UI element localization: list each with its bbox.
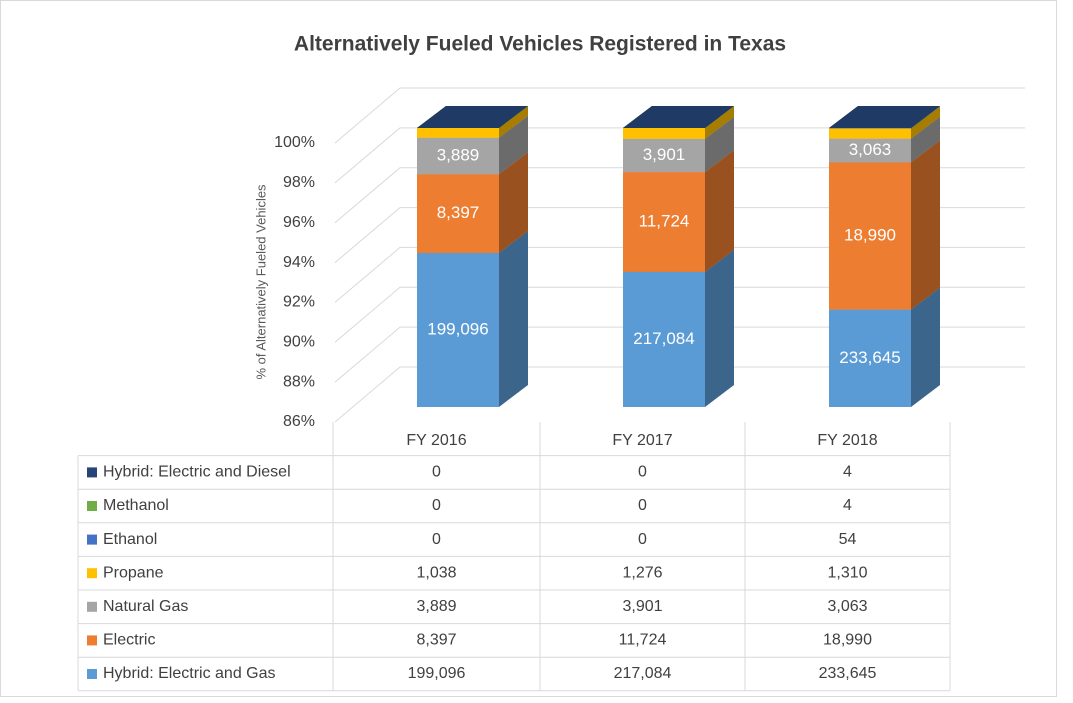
y-tick-label: 100% [274,134,315,151]
grid-line [334,207,1025,263]
grid-line [334,127,1025,184]
bar-top [623,106,734,128]
bar-side [911,106,940,129]
table-cell: 0 [432,497,441,514]
data-label: 199,096 [427,319,488,338]
x-tick-label: FY 2018 [817,432,877,449]
table-cell: 3,063 [827,598,867,615]
table-cell: 3,901 [622,598,662,615]
bar-segment [623,172,705,272]
y-tick-label: 96% [283,214,315,231]
bar-segment [623,128,705,139]
table-cell: 11,724 [619,632,667,649]
y-tick-label: 94% [283,254,315,271]
bar-side [911,287,940,407]
data-label: 217,084 [633,329,694,348]
bar-side [911,140,940,310]
bar-side [499,115,528,175]
table-cell: 199,096 [408,665,466,682]
bar-segment [829,309,911,407]
legend-label: Propane [103,564,164,581]
bar-segment [417,137,499,175]
bar-segment [623,271,705,407]
bar-side [911,116,940,163]
table-cell: 4 [843,497,852,514]
bar-side [705,106,734,139]
legend-label: Ethanol [103,531,157,548]
data-label: 11,724 [639,212,690,231]
grid-line [334,366,1025,423]
bar-side [705,116,734,173]
bar-segment [829,128,911,139]
table-cell: 233,645 [819,665,877,682]
table-cell: 217,084 [614,665,672,682]
grid-line [334,87,1025,144]
y-tick-label: 86% [283,413,315,430]
table-cell: 54 [839,531,857,548]
legend-label: Hybrid: Electric and Gas [103,665,276,682]
bar-side [911,106,940,129]
x-tick-label: FY 2016 [406,432,466,449]
legend-swatch [87,669,97,679]
bar-side [705,249,734,407]
bar-side [705,150,734,272]
legend-label: Hybrid: Electric and Diesel [103,464,291,481]
bar-segment [417,174,499,254]
table-cell: 0 [638,531,647,548]
legend-label: Natural Gas [103,598,188,615]
legend-swatch [87,467,97,478]
grid-line [334,246,1025,303]
bar-segment [829,138,911,163]
table-cell: 3,889 [416,598,456,615]
legend-swatch [87,635,97,646]
table-cell: 0 [638,497,647,514]
bar-side [499,231,528,407]
table-cell: 18,990 [823,632,872,649]
y-tick-label: 88% [283,373,315,390]
data-label: 3,889 [437,145,480,164]
bar-top [417,106,528,128]
legend-label: Electric [103,632,155,649]
legend-swatch [87,568,97,579]
data-label: 8,397 [437,203,480,222]
x-tick-label: FY 2017 [612,432,672,449]
bar-side [499,152,528,254]
grid-line [334,326,1025,383]
table-cell: 0 [638,464,647,481]
data-label: 233,645 [839,348,900,367]
legend-swatch [87,534,97,545]
table-cell: 0 [432,531,441,548]
bar-segment [417,128,499,138]
table-cell: 4 [843,464,852,481]
y-tick-label: 92% [283,294,315,311]
data-label: 3,063 [849,140,892,159]
legend-label: Methanol [103,497,169,514]
legend-swatch [87,501,97,511]
bar-segment [623,138,705,173]
grid-line [334,286,1025,343]
legend-swatch [87,601,97,612]
y-tick-label: 90% [283,334,315,351]
table-cell: 8,397 [416,632,456,649]
bar-side [911,106,940,129]
table-cell: 0 [432,464,441,481]
bar-segment [829,162,911,310]
grid-line [334,167,1025,224]
bar-side [911,106,940,139]
bar-top [829,106,940,128]
y-axis-label: % of Alternatively Fueled Vehicles [253,184,268,380]
data-label: 3,901 [643,145,686,164]
bar-side [499,106,528,138]
table-cell: 1,276 [622,564,662,581]
chart-title: Alternatively Fueled Vehicles Registered… [294,33,786,56]
y-tick-label: 98% [283,174,315,191]
table-cell: 1,038 [416,564,456,581]
bar-segment [417,253,499,407]
table-cell: 1,310 [827,564,867,581]
data-label: 18,990 [844,225,896,244]
